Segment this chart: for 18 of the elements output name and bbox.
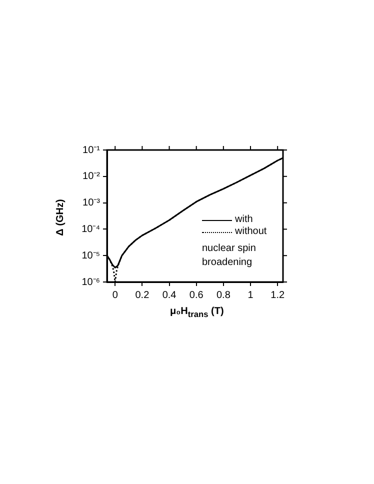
y-tick-label: 10⁻¹ bbox=[82, 144, 101, 156]
x-tick-label: 0 bbox=[112, 290, 118, 301]
x-tick-label: 1 bbox=[248, 290, 254, 301]
y-tick-label: 10⁻⁶ bbox=[82, 276, 100, 288]
x-tick-label: 0.8 bbox=[216, 290, 231, 301]
x-tick-label: 0.2 bbox=[135, 290, 150, 301]
legend-title: nuclear spin broadening bbox=[202, 242, 257, 270]
y-tick-label: 10⁻⁵ bbox=[82, 250, 100, 262]
y-axis-title: Δ (GHz) bbox=[54, 199, 66, 236]
y-tick-label: 10⁻³ bbox=[82, 198, 101, 209]
legend-label: with bbox=[235, 214, 253, 226]
x-tick-label: 0.4 bbox=[162, 290, 177, 301]
legend-label: without bbox=[235, 226, 267, 238]
y-tick-label: 10⁻² bbox=[82, 171, 101, 182]
y-tick-label: 10⁻⁴ bbox=[82, 224, 100, 235]
x-tick-label: 1.2 bbox=[270, 290, 285, 301]
x-axis-title: μ₀H$_{trans}$ (T) bbox=[170, 306, 224, 319]
x-tick-label: 0.6 bbox=[189, 290, 204, 301]
